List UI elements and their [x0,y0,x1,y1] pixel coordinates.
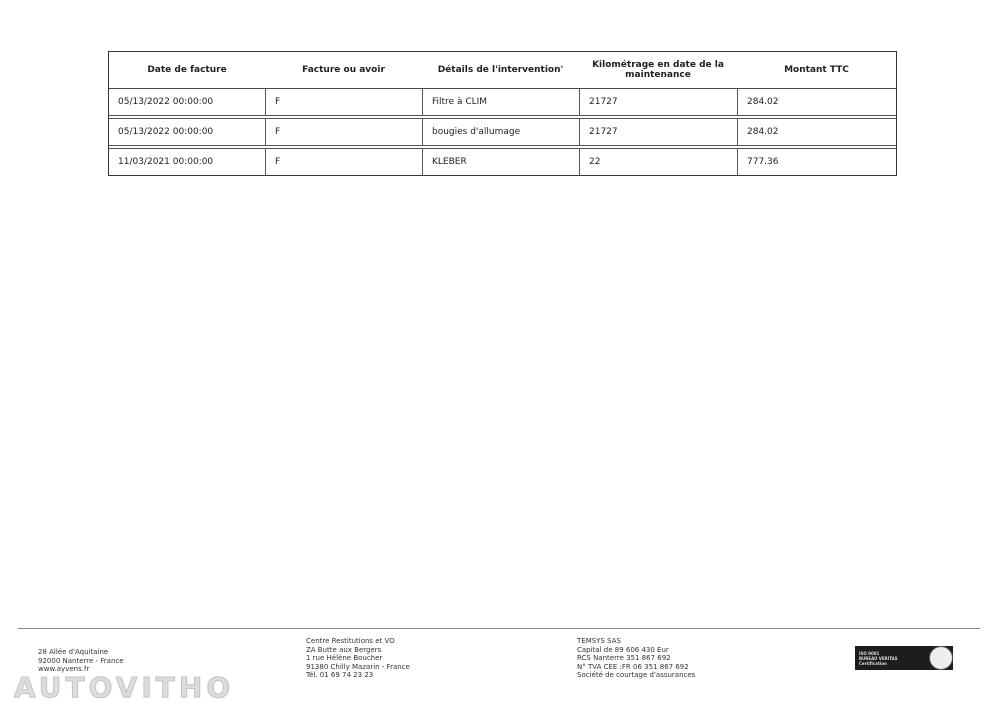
cell-type: F [265,119,422,145]
table-row: 11/03/2021 00:00:00 F KLEBER 22 777.36 [109,148,896,175]
footer-divider [18,628,980,629]
maintenance-table: Date de facture Facture ou avoir Détails… [108,51,897,176]
certification-seal-icon [929,646,953,670]
cell-details: KLEBER [422,149,579,175]
header-amount: Montant TTC [784,65,849,75]
company-line: N° TVA CEE :FR 06 351 867 692 [577,662,689,671]
footer-head-office: 28 Allée d'Aquitaine 92000 Nanterre - Fr… [38,648,124,674]
cell-details: bougies d'allumage [422,119,579,145]
cell-date: 05/13/2022 00:00:00 [118,127,214,137]
footer-restitution-center: Centre Restitutions et VO ZA Butte aux B… [306,637,410,680]
cell-date: 11/03/2021 00:00:00 [118,157,214,167]
company-line: RCS Nanterre 351 867 692 [577,654,671,662]
cell-type: F [265,149,422,175]
address-line: 1 rue Hélène Boucher [306,654,383,662]
cell-amount: 284.02 [737,119,896,145]
cell-type: F [265,89,422,115]
cell-amount: 777.36 [737,149,896,175]
address-line: 92000 Nanterre - France [38,656,124,665]
address-line: ZA Butte aux Bergers [306,645,382,654]
bureau-veritas-certification-logo: ISO 9001 BUREAU VERITAS Certification [855,646,953,670]
address-line: 91380 Chilly Mazarin - France [306,662,410,671]
table-row: 05/13/2022 00:00:00 F bougies d'allumage… [109,118,896,146]
company-line: TEMSYS SAS [577,637,621,645]
cell-mileage: 21727 [579,119,737,145]
watermark: AUTOVITHO [13,671,235,704]
cell-details: Filtre à CLIM [422,89,579,115]
header-date: Date de facture [147,65,227,75]
table-row: 05/13/2022 00:00:00 F Filtre à CLIM 2172… [109,89,896,116]
badge-text: ISO 9001 [859,650,880,656]
cell-mileage: 21727 [579,89,737,115]
company-line: Société de courtage d'assurances [577,671,696,679]
address-line: 28 Allée d'Aquitaine [38,648,109,656]
cell-date: 05/13/2022 00:00:00 [118,97,214,107]
footer-company-info: TEMSYS SAS Capital de 89 606 430 Eur RCS… [577,637,695,680]
badge-text: BUREAU VERITAS [859,655,898,661]
address-line: Centre Restitutions et VO [306,637,395,645]
header-type: Facture ou avoir [302,65,385,75]
cell-mileage: 22 [579,149,737,175]
header-mileage: Kilométrage en date de la maintenance [592,60,724,80]
company-line: Capital de 89 606 430 Eur [577,645,669,654]
table-header: Date de facture Facture ou avoir Détails… [109,52,896,89]
phone-line: Tél. 01 69 74 23 23 [306,671,374,679]
cell-amount: 284.02 [737,89,896,115]
badge-text: Certification [859,660,887,666]
header-details: Détails de l'intervention' [437,65,564,75]
website-link[interactable]: www.ayvens.fr [38,665,90,673]
